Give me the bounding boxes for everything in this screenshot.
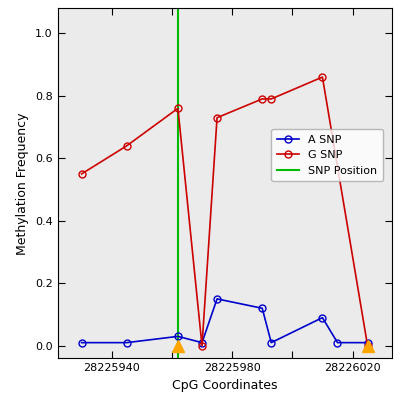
X-axis label: CpG Coordinates: CpG Coordinates [172, 379, 277, 392]
Legend: A SNP, G SNP, SNP Position: A SNP, G SNP, SNP Position [272, 129, 383, 182]
Y-axis label: Methylation Frequency: Methylation Frequency [16, 112, 29, 254]
